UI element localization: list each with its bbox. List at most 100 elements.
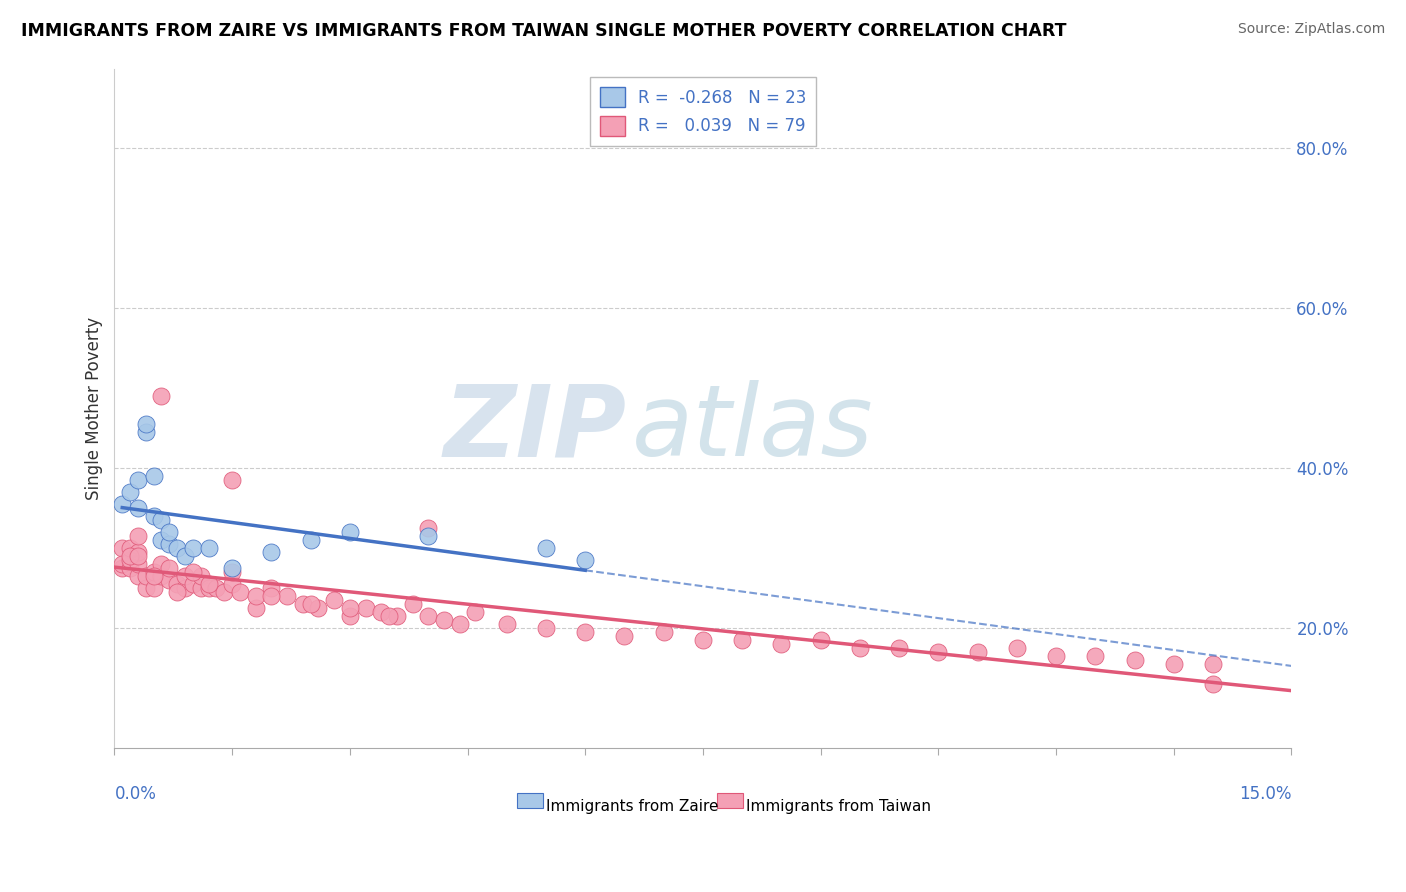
Point xyxy=(464,605,486,619)
Point xyxy=(378,609,401,624)
Point xyxy=(174,581,197,595)
Point xyxy=(166,541,188,556)
Point xyxy=(127,473,149,487)
Point xyxy=(1045,649,1067,664)
Point xyxy=(260,589,283,603)
Point xyxy=(401,597,423,611)
Point xyxy=(966,645,988,659)
Point xyxy=(120,549,142,564)
Point xyxy=(181,577,204,591)
Point xyxy=(692,633,714,648)
Point xyxy=(174,569,197,583)
Point xyxy=(770,637,793,651)
Text: IMMIGRANTS FROM ZAIRE VS IMMIGRANTS FROM TAIWAN SINGLE MOTHER POVERTY CORRELATIO: IMMIGRANTS FROM ZAIRE VS IMMIGRANTS FROM… xyxy=(21,22,1067,40)
Point xyxy=(418,609,440,624)
Point xyxy=(613,629,636,643)
Point xyxy=(127,545,149,559)
Point xyxy=(127,529,149,543)
Text: Immigrants from Taiwan: Immigrants from Taiwan xyxy=(747,799,932,814)
Point xyxy=(574,553,596,567)
Point xyxy=(142,469,165,483)
Point xyxy=(1084,649,1107,664)
Point xyxy=(1005,641,1028,656)
Point xyxy=(449,617,471,632)
Point xyxy=(111,541,134,556)
Legend: R =  -0.268   N = 23, R =   0.039   N = 79: R = -0.268 N = 23, R = 0.039 N = 79 xyxy=(589,77,817,146)
Point xyxy=(174,549,197,564)
Point xyxy=(276,589,298,603)
Point xyxy=(166,585,188,599)
Point xyxy=(418,521,440,535)
Point xyxy=(181,565,204,579)
Point xyxy=(127,501,149,516)
Point xyxy=(1163,657,1185,672)
Point xyxy=(810,633,832,648)
Point xyxy=(574,625,596,640)
Point xyxy=(339,601,361,615)
Point xyxy=(323,593,346,607)
Point xyxy=(260,545,283,559)
Point xyxy=(221,473,243,487)
Point xyxy=(245,589,267,603)
Point xyxy=(1202,657,1225,672)
Point xyxy=(418,529,440,543)
Point xyxy=(245,601,267,615)
Point xyxy=(214,585,236,599)
Point xyxy=(157,525,180,540)
Text: ZIP: ZIP xyxy=(443,380,627,477)
Point xyxy=(221,561,243,575)
Point xyxy=(385,609,408,624)
Point xyxy=(157,573,180,587)
Point xyxy=(150,513,173,527)
Point xyxy=(197,581,219,595)
Point xyxy=(120,541,142,556)
Point xyxy=(495,617,517,632)
Point xyxy=(652,625,675,640)
Point xyxy=(142,569,165,583)
Point xyxy=(849,641,872,656)
Point xyxy=(534,621,557,635)
Point xyxy=(135,417,157,432)
Point xyxy=(142,581,165,595)
Text: atlas: atlas xyxy=(633,380,875,477)
Point xyxy=(142,509,165,524)
Point xyxy=(221,577,243,591)
Point xyxy=(370,605,392,619)
Point xyxy=(731,633,754,648)
FancyBboxPatch shape xyxy=(517,793,543,808)
Point xyxy=(120,485,142,500)
Point xyxy=(135,425,157,440)
Point xyxy=(221,565,243,579)
Point xyxy=(127,549,149,564)
Point xyxy=(120,553,142,567)
Point xyxy=(299,533,322,548)
Point xyxy=(150,569,173,583)
Point xyxy=(111,557,134,571)
Point xyxy=(197,577,219,591)
Point xyxy=(150,389,173,403)
Point xyxy=(887,641,910,656)
Point xyxy=(433,613,456,627)
Point xyxy=(120,561,142,575)
Point xyxy=(339,609,361,624)
Point xyxy=(190,569,212,583)
FancyBboxPatch shape xyxy=(717,793,742,808)
Text: 0.0%: 0.0% xyxy=(114,786,156,804)
Text: Source: ZipAtlas.com: Source: ZipAtlas.com xyxy=(1237,22,1385,37)
Point xyxy=(166,577,188,591)
Text: 15.0%: 15.0% xyxy=(1239,786,1292,804)
Point xyxy=(190,581,212,595)
Point xyxy=(260,581,283,595)
Point xyxy=(339,525,361,540)
Point xyxy=(197,541,219,556)
Point xyxy=(150,533,173,548)
Point xyxy=(205,581,228,595)
Point xyxy=(111,561,134,575)
Point xyxy=(157,537,180,551)
Point xyxy=(135,569,157,583)
Point xyxy=(927,645,949,659)
Point xyxy=(142,565,165,579)
Point xyxy=(111,497,134,511)
Text: Immigrants from Zaire: Immigrants from Zaire xyxy=(547,799,718,814)
Point xyxy=(135,581,157,595)
